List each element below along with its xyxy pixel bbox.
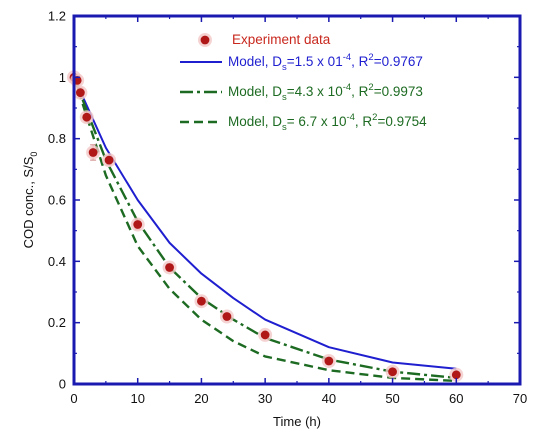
legend-label-part: -4 bbox=[346, 112, 354, 123]
legend-label-part: = 6.7 x 10 bbox=[287, 114, 347, 129]
model-curve-3 bbox=[72, 76, 457, 383]
legend-label-part: s bbox=[282, 122, 287, 133]
legend-marker bbox=[200, 35, 210, 45]
legend-label-part: =4.3 x 10 bbox=[287, 84, 343, 99]
y-axis-title-main: COD conc., S/S bbox=[21, 156, 36, 248]
plot-frame bbox=[72, 14, 522, 386]
legend-label-part: -4 bbox=[343, 52, 351, 63]
data-point bbox=[82, 112, 92, 122]
x-tick-label: 50 bbox=[385, 391, 399, 406]
data-point bbox=[324, 356, 334, 366]
y-tick-labels: 0 0.2 0.4 0.6 0.8 1 1.2 bbox=[48, 9, 66, 392]
legend-label-part: -4 bbox=[343, 82, 351, 93]
y-tick-label: 1.2 bbox=[48, 9, 66, 24]
x-tick-label: 0 bbox=[70, 391, 77, 406]
legend-label-part: , R bbox=[355, 114, 373, 129]
y-tick-label: 0 bbox=[59, 377, 66, 392]
x-tick-label: 10 bbox=[130, 391, 144, 406]
y-tick-label: 0.4 bbox=[48, 254, 66, 269]
legend-label-part: , R bbox=[351, 54, 369, 69]
x-tick-label: 60 bbox=[449, 391, 463, 406]
data-point bbox=[104, 155, 114, 165]
legend-label-part: Model, D bbox=[228, 114, 282, 129]
legend-label-model-3: Model, Ds= 6.7 x 10-4, R2=0.9754 bbox=[228, 112, 427, 133]
data-point bbox=[133, 220, 143, 229]
model-curve-1 bbox=[73, 76, 457, 370]
x-tick-labels: 0 10 20 30 40 50 60 70 bbox=[70, 391, 527, 406]
x-tick-label: 70 bbox=[513, 391, 527, 406]
legend-label-part: =0.9973 bbox=[374, 84, 423, 99]
legend-label-part: Model, D bbox=[228, 84, 282, 99]
legend-label-part: 2 bbox=[368, 82, 373, 93]
y-tick-label: 0.8 bbox=[48, 131, 66, 146]
model-curve-2 bbox=[72, 76, 457, 380]
y-axis-title: COD conc., S/S0 bbox=[21, 152, 39, 249]
data-point bbox=[451, 370, 461, 380]
y-tick-label: 0.6 bbox=[48, 193, 66, 208]
legend-label-part: 2 bbox=[368, 52, 373, 63]
legend-label-part: 2 bbox=[372, 112, 377, 123]
legend-label-part: , R bbox=[351, 84, 369, 99]
x-tick-label: 40 bbox=[322, 391, 336, 406]
legend-label-part: =0.9754 bbox=[377, 114, 427, 129]
data-point bbox=[75, 88, 85, 98]
legend-label-model-1: Model, Ds=1.5 x 01-4, R2=0.9767 bbox=[228, 52, 423, 73]
legend-label-part: =0.9767 bbox=[374, 54, 423, 69]
y-tick-label: 0.2 bbox=[48, 315, 66, 330]
axis-ticks bbox=[73, 15, 521, 385]
data-point bbox=[197, 296, 206, 306]
data-point bbox=[388, 367, 397, 377]
legend-label-model-2: Model, Ds=4.3 x 10-4, R2=0.9973 bbox=[228, 82, 423, 103]
legend-label-part: Model, D bbox=[228, 54, 282, 69]
legend-label-experiment: Experiment data bbox=[232, 32, 331, 47]
legend-label-part: s bbox=[282, 92, 287, 103]
data-point bbox=[88, 148, 98, 157]
x-tick-label: 30 bbox=[258, 391, 272, 406]
x-tick-label: 20 bbox=[194, 391, 208, 406]
y-axis-title-subscript: 0 bbox=[29, 152, 39, 157]
data-point bbox=[222, 312, 232, 321]
legend-label-part: s bbox=[282, 62, 287, 73]
y-tick-label: 1 bbox=[59, 70, 66, 85]
legend-label-part: =1.5 x 01 bbox=[287, 54, 343, 69]
plot-series bbox=[72, 76, 457, 383]
data-point bbox=[260, 330, 270, 340]
data-point bbox=[165, 263, 174, 272]
x-axis-title: Time (h) bbox=[273, 414, 321, 429]
